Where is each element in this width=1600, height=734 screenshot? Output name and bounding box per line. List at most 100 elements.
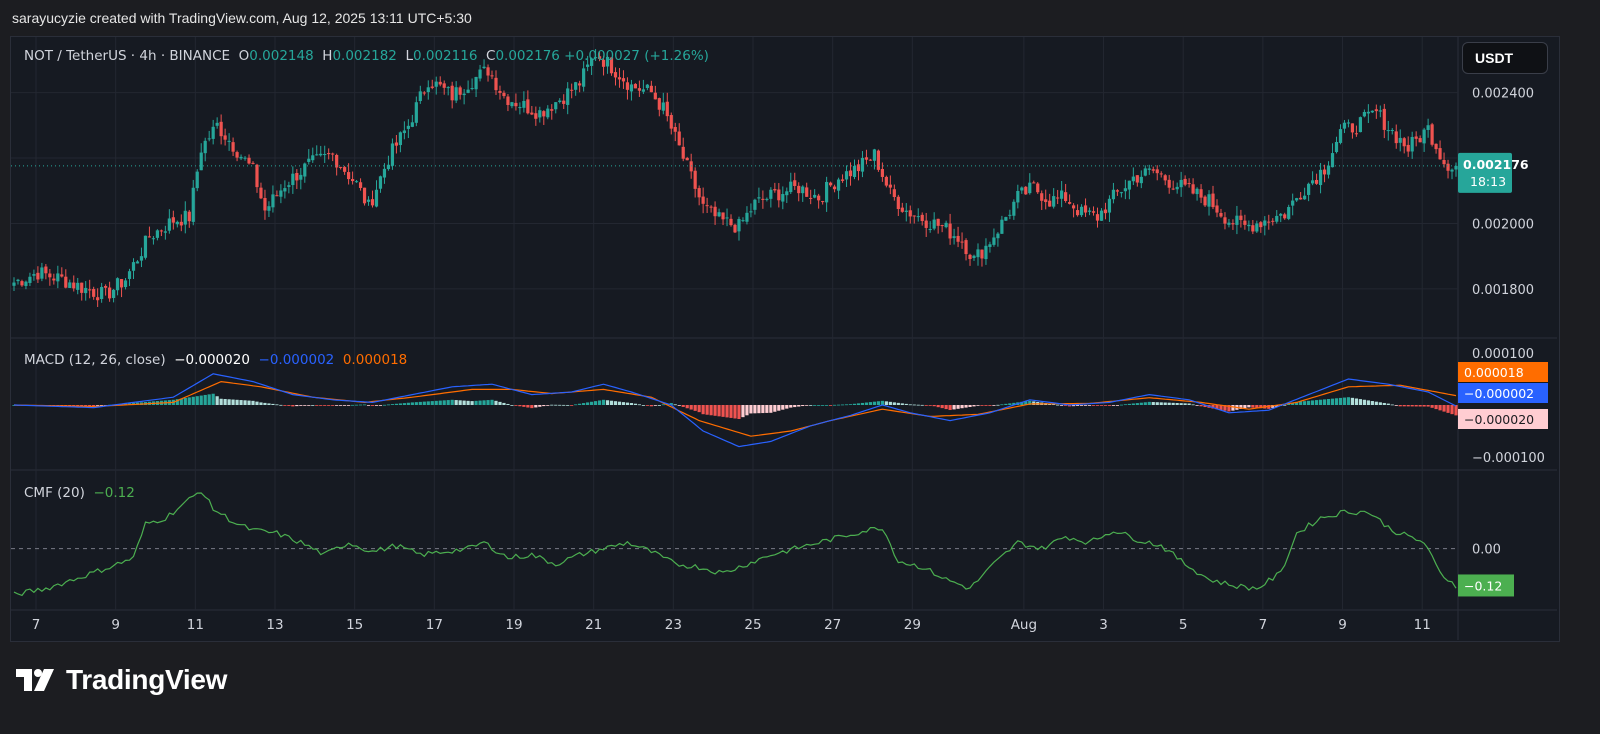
macd-histogram-bar — [952, 405, 956, 410]
macd-histogram-bar — [1032, 401, 1036, 405]
candle-body — [115, 278, 120, 291]
candle-body — [757, 197, 761, 199]
candle-body — [179, 221, 183, 226]
candle-body — [916, 216, 920, 218]
candle-body — [1119, 192, 1123, 194]
candle-body — [44, 266, 48, 274]
candle-body — [940, 225, 944, 227]
candle-body — [1143, 168, 1147, 176]
candle-body — [1008, 214, 1012, 216]
candle-body — [932, 219, 936, 229]
macd-histogram-bar — [605, 400, 610, 405]
macd-label[interactable]: MACD (12, 26, close) — [24, 352, 166, 368]
macd-histogram-bar — [327, 405, 331, 406]
macd-histogram-bar — [1103, 405, 1108, 406]
candle-body — [669, 115, 673, 129]
macd-histogram-bar — [637, 404, 641, 406]
macd-histogram-bar — [350, 404, 355, 406]
macd-histogram-bar — [1362, 399, 1366, 405]
macd-histogram-bar — [319, 405, 323, 406]
macd-histogram-bar — [956, 405, 960, 409]
macd-histogram-bar — [1342, 397, 1347, 405]
macd-histogram-bar — [944, 405, 948, 410]
symbol-label[interactable]: NOT / TetherUS · 4h · BINANCE — [24, 48, 231, 64]
price-tick-label: 0.001800 — [1472, 283, 1534, 298]
candle-body — [227, 140, 231, 142]
macd-histogram-bar — [382, 404, 387, 406]
candle-body — [1131, 176, 1135, 182]
candle-body — [358, 182, 363, 188]
macd-histogram-bar — [550, 404, 554, 406]
macd-histogram-bar — [1227, 405, 1231, 412]
candle-body — [1179, 179, 1183, 188]
candle-body — [279, 190, 283, 197]
candle-body — [673, 127, 677, 132]
currency-button[interactable]: USDT — [1462, 42, 1548, 74]
macd-histogram-bar — [1071, 405, 1076, 407]
candle-body — [1163, 175, 1167, 181]
candle-body — [1068, 202, 1072, 204]
candle-body — [1016, 190, 1020, 203]
candle-body — [1422, 129, 1426, 144]
candle-body — [510, 102, 514, 107]
candle-body — [175, 221, 179, 225]
macd-histogram-bar — [502, 402, 506, 405]
macd-histogram-bar — [271, 403, 275, 405]
macd-histogram-bar — [1179, 403, 1183, 405]
macd-histogram-bar — [446, 400, 450, 405]
x-tick-label: 19 — [505, 617, 522, 633]
candle-body — [1287, 207, 1291, 219]
chart-panel[interactable] — [10, 36, 1560, 642]
candle-body — [68, 282, 72, 289]
macd-histogram-bar — [916, 404, 920, 406]
macd-histogram-bar — [701, 405, 705, 415]
macd-histogram-bar — [797, 405, 801, 407]
macd-histogram-bar — [641, 405, 645, 406]
candle-body — [1410, 136, 1414, 152]
macd-histogram-bar — [805, 405, 809, 406]
cmf-label[interactable]: CMF (20) — [24, 485, 85, 501]
macd-histogram-bar — [649, 405, 653, 407]
macd-histogram-bar — [586, 402, 590, 405]
macd-histogram-bar — [980, 405, 984, 406]
candle-body — [725, 217, 729, 219]
candle-body — [1020, 187, 1024, 191]
tradingview-logo[interactable]: TradingView — [16, 662, 227, 698]
candle-body — [980, 249, 984, 259]
macd-histogram-bar — [494, 400, 498, 405]
candle-body — [992, 237, 996, 245]
x-tick-label: 3 — [1099, 617, 1108, 633]
macd-histogram-bar — [570, 405, 574, 406]
macd-histogram-bar — [673, 404, 677, 406]
macd-histogram-bar — [506, 403, 510, 405]
macd-histogram-bar — [1187, 403, 1191, 405]
candle-body — [478, 69, 482, 79]
candle-body — [1091, 211, 1096, 213]
candle-body — [1107, 198, 1112, 213]
macd-histogram-bar — [422, 401, 426, 405]
candle-body — [1159, 173, 1163, 175]
macd-histogram-bar — [781, 405, 785, 410]
candle-body — [538, 110, 542, 118]
candle-body — [350, 179, 355, 182]
macd-histogram-bar — [235, 399, 239, 405]
candle-body — [542, 111, 546, 117]
candle-body — [271, 194, 275, 208]
candle-body — [829, 182, 833, 186]
macd-histogram-bar — [191, 396, 195, 405]
candle-body — [633, 83, 638, 89]
candle-body — [131, 262, 136, 271]
candle-body — [243, 157, 247, 159]
macd-histogram-bar — [478, 400, 482, 405]
candle-body — [597, 56, 602, 59]
macd-histogram-bar — [1271, 405, 1275, 408]
macd-histogram-bar — [259, 402, 263, 405]
macd-histogram-bar — [1191, 404, 1195, 406]
candle-body — [418, 91, 422, 102]
candle-body — [1354, 133, 1359, 135]
macd-histogram-bar — [757, 405, 761, 414]
creator-line: sarayucyzie created with TradingView.com… — [12, 10, 472, 26]
macd-histogram-bar — [1434, 405, 1438, 410]
candle-body — [394, 142, 399, 146]
